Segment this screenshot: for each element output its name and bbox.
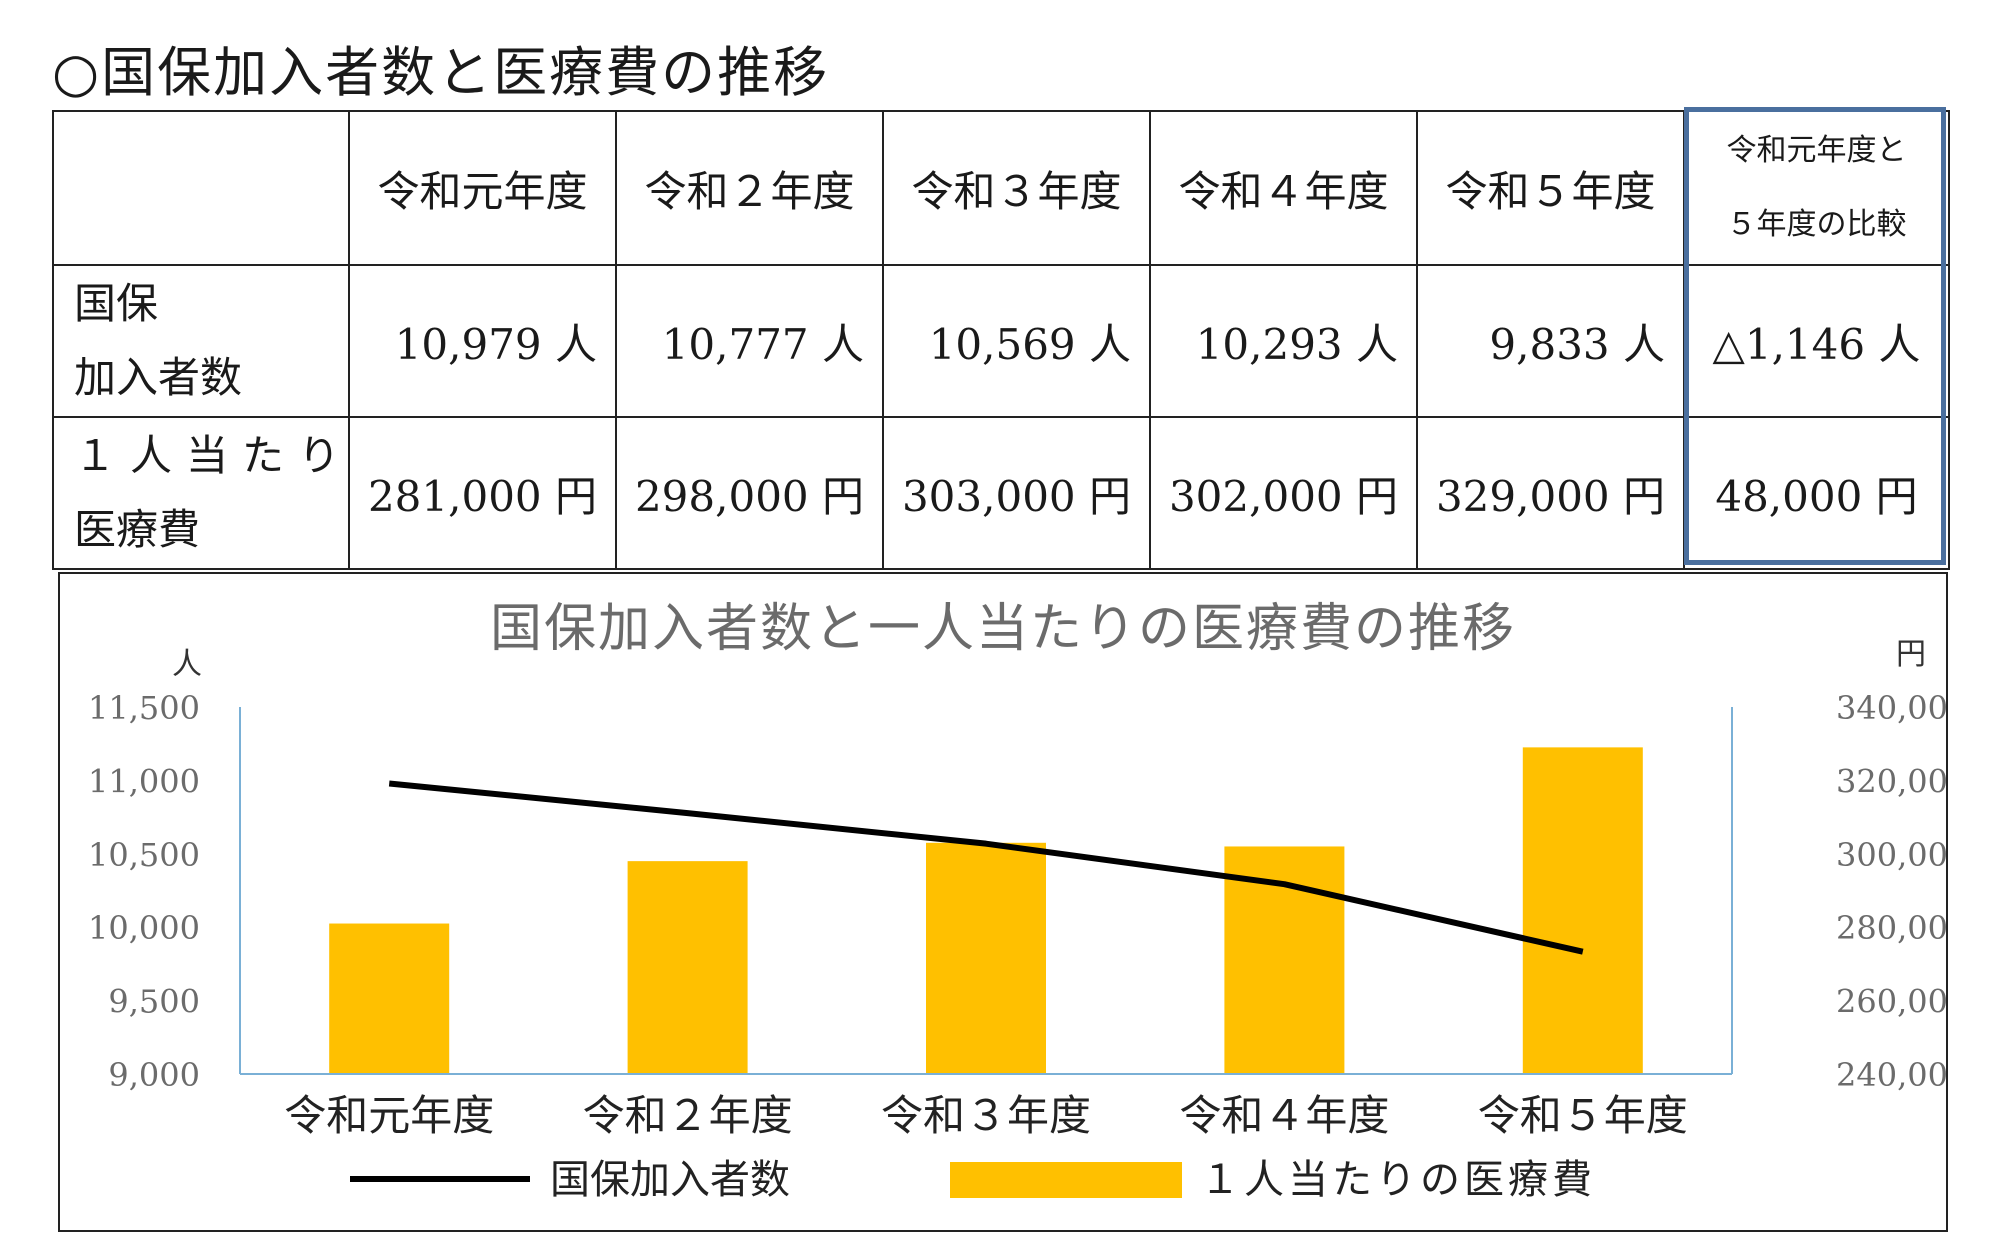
row-header-line: 医療費 xyxy=(74,505,201,554)
table-cell: 10,293 人 xyxy=(1149,264,1418,418)
compare-header-line: ５年度の比較 xyxy=(1726,207,1907,242)
x-tick-label: 令和３年度 xyxy=(881,1091,1091,1140)
x-tick-label: 令和５年度 xyxy=(1478,1091,1688,1140)
legend-label: 国保加入者数 xyxy=(550,1157,790,1203)
table-cell: 10,777 人 xyxy=(615,264,884,418)
corner-cell xyxy=(52,110,350,266)
y-right-tick-label: 260,000 xyxy=(1836,983,1946,1021)
y-left-tick-label: 11,000 xyxy=(88,762,200,800)
y-right-tick-label: 240,000 xyxy=(1836,1056,1946,1094)
year-header: 令和３年度 xyxy=(882,110,1151,266)
y-left-tick-label: 9,000 xyxy=(108,1056,200,1094)
x-tick-label: 令和２年度 xyxy=(583,1091,793,1140)
chart-container: 国保加入者数と一人当たりの医療費の推移人 円 11,500 11,000 10,500 1… xyxy=(58,572,1948,1232)
bar xyxy=(926,842,1046,1074)
table-cell: 303,000 円 xyxy=(882,416,1151,570)
legend-bar-swatch xyxy=(950,1162,1182,1198)
y-left-tick-label: 9,500 xyxy=(108,983,200,1021)
y-right-unit-label: 円 xyxy=(1896,637,1926,672)
compare-cell: 48,000 円 xyxy=(1683,416,1950,570)
bar xyxy=(627,861,748,1074)
year-header: 令和元年度 xyxy=(348,110,617,266)
table-cell: 9,833 人 xyxy=(1416,264,1685,418)
row-header-line: １人当たり xyxy=(74,431,355,480)
table-cell: 10,979 人 xyxy=(348,264,617,418)
row-header: １人当たり 医療費 xyxy=(52,416,355,570)
y-right-tick-label: 300,000 xyxy=(1836,836,1946,874)
compare-header-line: 令和元年度と xyxy=(1726,133,1907,168)
y-right-tick-label: 340,000 xyxy=(1836,689,1946,727)
table-row: 国保 加入者数 10,979 人 10,777 人 10,569 人 10,29… xyxy=(52,264,1950,418)
x-tick-label: 令和元年度 xyxy=(284,1091,494,1140)
legend-label: １人当たりの医療費 xyxy=(1200,1157,1596,1203)
y-left-tick-label: 10,000 xyxy=(88,909,200,947)
line-series xyxy=(388,780,1584,955)
y-left-unit-label: 人 xyxy=(172,647,202,682)
table-cell: 281,000 円 xyxy=(348,416,617,570)
compare-cell: △1,146 人 xyxy=(1683,264,1950,418)
row-header: 国保 加入者数 xyxy=(52,264,350,418)
row-header-line: 国保 xyxy=(74,279,159,328)
compare-header: 令和元年度と ５年度の比較 xyxy=(1683,110,1950,266)
page-title: ○国保加入者数と医療費の推移 xyxy=(52,41,830,104)
y-right-tick-label: 320,000 xyxy=(1836,762,1946,800)
year-header: 令和２年度 xyxy=(615,110,884,266)
chart-title: 国保加入者数と一人当たりの医療費の推移 xyxy=(490,599,1516,659)
table-header-row: 令和元年度 令和２年度 令和３年度 令和４年度 令和５年度 令和元年度と ５年度… xyxy=(52,110,1950,266)
table-row: １人当たり 医療費 281,000 円 298,000 円 303,000 円 … xyxy=(52,416,1950,570)
y-left-tick-label: 10,500 xyxy=(88,836,200,874)
bar xyxy=(329,923,450,1074)
table-cell: 298,000 円 xyxy=(615,416,884,570)
row-header-line: 加入者数 xyxy=(74,353,243,402)
bar xyxy=(1522,747,1643,1074)
y-left-tick-label: 11,500 xyxy=(88,689,200,727)
y-right-tick-label: 280,000 xyxy=(1836,909,1946,947)
summary-table: 令和元年度 令和２年度 令和３年度 令和４年度 令和５年度 令和元年度と ５年度… xyxy=(52,110,1950,570)
x-tick-label: 令和４年度 xyxy=(1179,1091,1389,1140)
table-cell: 329,000 円 xyxy=(1416,416,1685,570)
table-cell: 302,000 円 xyxy=(1149,416,1418,570)
year-header: 令和５年度 xyxy=(1416,110,1685,266)
year-header: 令和４年度 xyxy=(1149,110,1418,266)
table-cell: 10,569 人 xyxy=(882,264,1151,418)
